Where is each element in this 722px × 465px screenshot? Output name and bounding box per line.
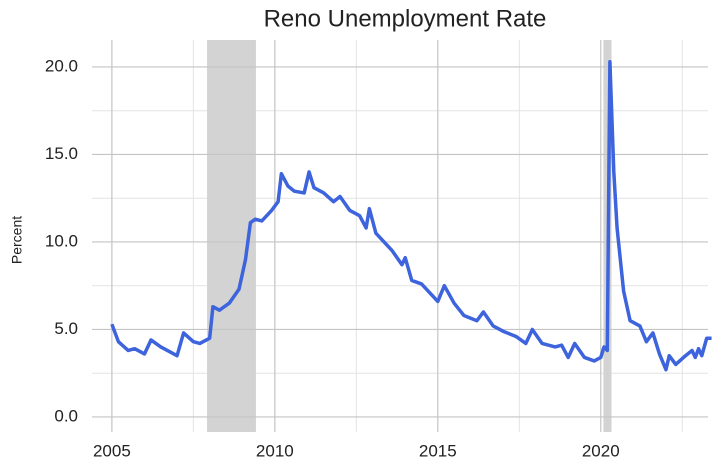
x-tick-label: 2020: [582, 441, 620, 460]
chart-title: Reno Unemployment Rate: [264, 5, 547, 32]
x-tick-label: 2010: [256, 441, 294, 460]
y-tick-label: 20.0: [45, 56, 78, 75]
y-tick-label: 0.0: [54, 406, 78, 425]
y-axis-label: Percent: [9, 216, 25, 264]
x-tick-label: 2005: [93, 441, 131, 460]
y-tick-label: 15.0: [45, 144, 78, 163]
x-tick-label: 2015: [419, 441, 457, 460]
line: [110, 59, 712, 372]
y-tick-label: 5.0: [54, 319, 78, 338]
y-tick-label: 10.0: [45, 231, 78, 250]
